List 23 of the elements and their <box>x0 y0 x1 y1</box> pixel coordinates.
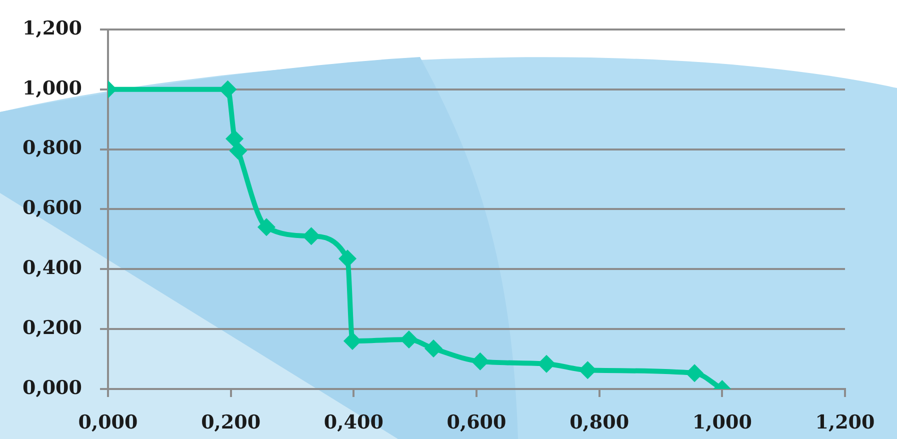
point <box>338 250 357 268</box>
y-tick-label: 0,800 <box>22 137 82 160</box>
x-tick-label: 0,000 <box>78 411 138 434</box>
y-tick-label: 1,000 <box>22 77 82 100</box>
x-tick-label: 0,200 <box>201 411 261 434</box>
point <box>302 227 320 246</box>
y-tick-label: 0,200 <box>22 317 82 340</box>
x-tick-label: 1,200 <box>815 411 875 434</box>
point <box>686 364 704 382</box>
y-tick-label: 0,600 <box>22 197 82 220</box>
x-tick-label: 1,000 <box>692 411 752 434</box>
y-tick-label: 0,000 <box>22 376 82 399</box>
x-tick-label: 0,800 <box>570 411 630 434</box>
point <box>538 354 556 373</box>
point <box>471 352 490 370</box>
point <box>257 218 276 236</box>
x-tick-label: 0,400 <box>324 411 384 434</box>
x-tick-label: 0,600 <box>446 411 506 434</box>
point <box>229 142 248 160</box>
point <box>226 130 244 148</box>
point <box>424 340 443 358</box>
y-tick-label: 1,200 <box>22 17 82 40</box>
y-tick-label: 0,400 <box>22 257 82 280</box>
